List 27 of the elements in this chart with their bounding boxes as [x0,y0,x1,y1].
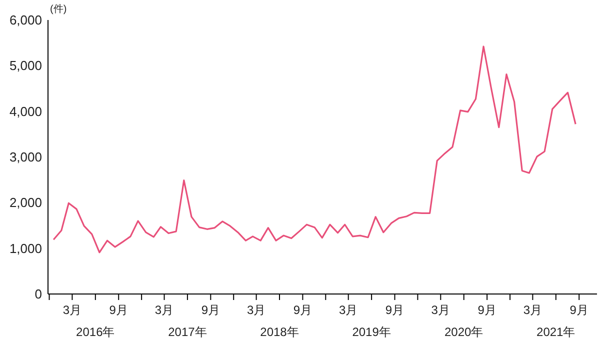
x-tick-label: 3月 [246,303,266,317]
x-tick-label: 9月 [385,303,404,317]
y-tick-label: 3,000 [9,150,42,165]
y-tick-label: 1,000 [9,240,42,256]
x-tick-label: 3月 [62,303,82,317]
x-tick-label: 9月 [478,303,496,317]
x-tick-label: 3月 [339,303,358,317]
y-axis-title: (件) [50,4,67,15]
x-tick-label: 9月 [570,303,588,317]
y-tick-label: 0 [34,286,42,302]
y-tick-label: 4,000 [9,104,42,119]
line-series [52,46,576,254]
text: 2020年 [444,325,484,339]
text: 2021年 [536,325,576,339]
x-tick-label: 3月 [431,303,450,317]
y-tick-label: 2,000 [9,195,42,210]
y-tick-label: 6,000 [9,12,42,28]
x-tick-label: 9月 [109,303,128,317]
x-tick-label: 9月 [293,303,312,317]
text: 2018年 [260,325,299,339]
text: 2017年 [168,325,207,339]
text: 2019年 [352,325,391,339]
y-tick-label: 5,000 [9,58,42,74]
x-tick-label: 9月 [201,303,220,317]
x-tick-label: 3月 [154,303,174,317]
text: 2016年 [76,325,115,339]
x-tick-label: 3月 [523,303,542,317]
